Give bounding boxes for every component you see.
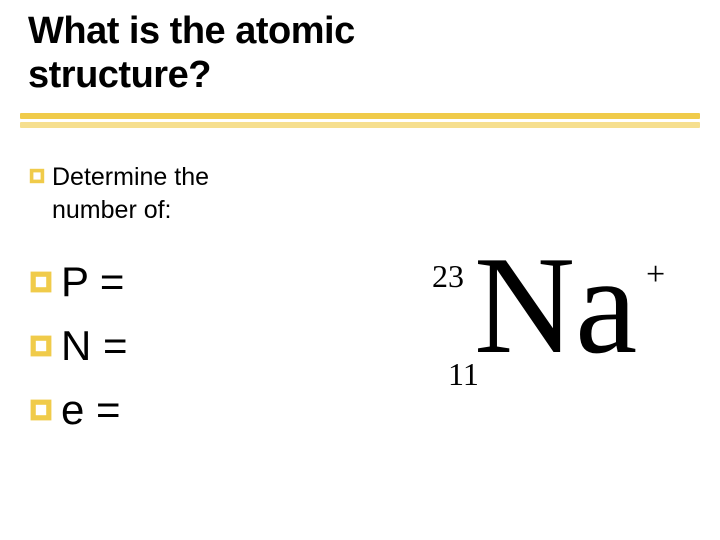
bullet-icon <box>28 333 54 359</box>
answer-protons: P = <box>61 258 124 306</box>
prompt-line-1: Determine the <box>52 162 209 193</box>
answer-electrons: e = <box>61 386 121 434</box>
bullet-icon <box>28 167 46 185</box>
bullet-icon <box>28 397 54 423</box>
bullet-icon <box>28 269 54 295</box>
underline-bar-1 <box>20 113 700 119</box>
underline-bar-2 <box>20 122 700 128</box>
element-notation: 23 Na 11 + <box>432 248 682 418</box>
answers-block: P = N = e = <box>28 258 128 450</box>
element-symbol: Na <box>474 236 637 376</box>
title-underline <box>20 113 700 131</box>
atomic-number: 11 <box>448 356 479 393</box>
answer-neutrons: N = <box>61 322 128 370</box>
slide-title: What is the atomic structure? <box>28 10 355 97</box>
title-line-2: structure? <box>28 54 355 98</box>
prompt-block: Determine the number of: <box>28 162 209 229</box>
title-line-1: What is the atomic <box>28 10 355 54</box>
prompt-line-2: number of: <box>52 195 172 226</box>
mass-number: 23 <box>432 258 464 295</box>
charge: + <box>646 256 665 294</box>
